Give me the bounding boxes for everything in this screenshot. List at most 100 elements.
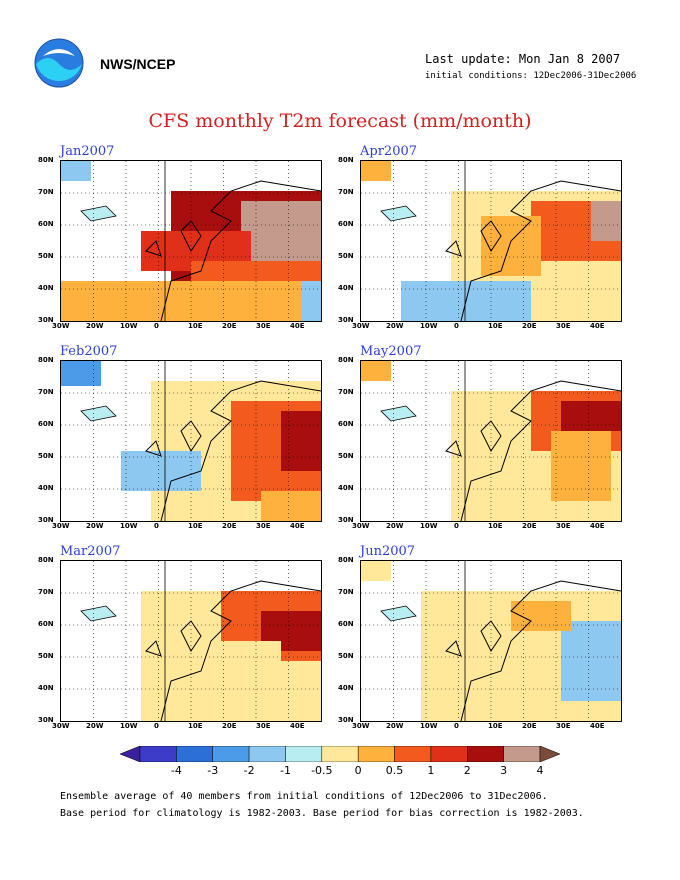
- longitude-label: 20E: [522, 722, 537, 730]
- longitude-label: 20E: [222, 322, 237, 330]
- footer-ensemble-note: Ensemble average of 40 members from init…: [60, 791, 548, 802]
- page-title: CFS monthly T2m forecast (mm/month): [148, 110, 532, 132]
- longitude-label: 20W: [86, 722, 104, 730]
- longitude-label: 30E: [556, 522, 571, 530]
- longitude-label: 10W: [420, 522, 438, 530]
- latitude-label: 80N: [38, 156, 54, 164]
- latitude-label: 70N: [38, 188, 54, 196]
- longitude-label: 0: [454, 722, 459, 730]
- longitude-label: 20W: [386, 322, 404, 330]
- latitude-label: 30N: [38, 316, 54, 324]
- anomaly-region: [361, 561, 391, 581]
- longitude-label: 20W: [86, 522, 104, 530]
- latitude-label: 70N: [338, 388, 354, 396]
- latitude-label: 40N: [38, 284, 54, 292]
- latitude-label: 60N: [338, 620, 354, 628]
- anomaly-region: [361, 361, 391, 381]
- longitude-label: 20E: [222, 522, 237, 530]
- latitude-label: 70N: [338, 588, 354, 596]
- latitude-label: 30N: [338, 516, 354, 524]
- anomaly-region: [301, 281, 321, 321]
- latitude-label: 70N: [338, 188, 354, 196]
- longitude-label: 20W: [386, 722, 404, 730]
- longitude-label: 10W: [120, 722, 138, 730]
- latitude-label: 80N: [38, 356, 54, 364]
- forecast-map: [360, 360, 622, 522]
- latitude-label: 80N: [338, 156, 354, 164]
- latitude-label: 40N: [338, 684, 354, 692]
- colorbar-segment: [212, 746, 250, 762]
- initial-conditions-text: initial conditions: 12Dec2006-31Dec2006: [425, 71, 637, 81]
- colorbar-segment: [248, 746, 286, 762]
- longitude-label: 30E: [256, 522, 271, 530]
- forecast-map: [360, 160, 622, 322]
- latitude-label: 60N: [38, 420, 54, 428]
- anomaly-region: [561, 621, 621, 701]
- latitude-label: 60N: [38, 620, 54, 628]
- panel-month-title: Mar2007: [60, 544, 121, 559]
- anomaly-region: [261, 491, 321, 521]
- anomaly-region: [61, 161, 91, 181]
- longitude-label: 40E: [590, 322, 605, 330]
- colorbar-segment: [357, 746, 395, 762]
- longitude-label: 20E: [522, 522, 537, 530]
- longitude-label: 30W: [352, 322, 370, 330]
- forecast-map: [60, 560, 322, 722]
- anomaly-region: [241, 201, 321, 271]
- latitude-label: 40N: [338, 484, 354, 492]
- latitude-label: 30N: [338, 316, 354, 324]
- colorbar-tick-label: 2: [463, 764, 471, 777]
- colorbar-segment: [176, 746, 213, 762]
- longitude-label: 0: [454, 322, 459, 330]
- colorbar-segment: [430, 746, 468, 762]
- org-label: NWS/NCEP: [100, 56, 176, 72]
- colorbar-segment: [285, 746, 323, 762]
- longitude-label: 10W: [420, 322, 438, 330]
- forecast-map: [360, 560, 622, 722]
- colorbar-tick-label: 0.5: [385, 764, 404, 777]
- latitude-label: 30N: [338, 716, 354, 724]
- colorbar-tick-label: 1: [427, 764, 435, 777]
- colorbar-segment: [139, 746, 177, 762]
- panel-month-title: Jan2007: [60, 144, 115, 159]
- colorbar-tick-label: -3: [207, 764, 219, 777]
- longitude-label: 40E: [290, 322, 305, 330]
- longitude-label: 40E: [290, 722, 305, 730]
- latitude-label: 60N: [338, 420, 354, 428]
- colorbar-segment: [321, 746, 359, 762]
- anomaly-region: [121, 451, 201, 491]
- longitude-label: 10E: [488, 722, 503, 730]
- longitude-label: 40E: [290, 522, 305, 530]
- longitude-label: 0: [154, 722, 159, 730]
- colorbar-segment: [503, 746, 541, 762]
- latitude-label: 30N: [38, 716, 54, 724]
- latitude-label: 50N: [338, 452, 354, 460]
- longitude-label: 20E: [222, 722, 237, 730]
- colorbar-tick-label: -0.5: [311, 764, 333, 777]
- longitude-label: 30W: [52, 322, 70, 330]
- latitude-label: 30N: [38, 516, 54, 524]
- latitude-label: 50N: [38, 252, 54, 260]
- longitude-label: 0: [454, 522, 459, 530]
- latitude-label: 40N: [38, 684, 54, 692]
- latitude-label: 60N: [38, 220, 54, 228]
- anomaly-region: [501, 661, 561, 701]
- forecast-map: [60, 360, 322, 522]
- longitude-label: 30W: [352, 522, 370, 530]
- anomaly-region: [591, 201, 621, 241]
- latitude-label: 70N: [38, 388, 54, 396]
- panel-month-title: Feb2007: [60, 344, 118, 359]
- colorbar-segment: [467, 746, 504, 762]
- latitude-label: 50N: [38, 652, 54, 660]
- longitude-label: 40E: [590, 522, 605, 530]
- latitude-label: 50N: [338, 652, 354, 660]
- longitude-label: 10W: [420, 722, 438, 730]
- longitude-label: 30W: [52, 722, 70, 730]
- longitude-label: 30E: [256, 722, 271, 730]
- longitude-label: 30W: [352, 722, 370, 730]
- latitude-label: 80N: [338, 356, 354, 364]
- longitude-label: 0: [154, 522, 159, 530]
- longitude-label: 30E: [556, 722, 571, 730]
- anomaly-region: [191, 641, 281, 701]
- longitude-label: 30W: [52, 522, 70, 530]
